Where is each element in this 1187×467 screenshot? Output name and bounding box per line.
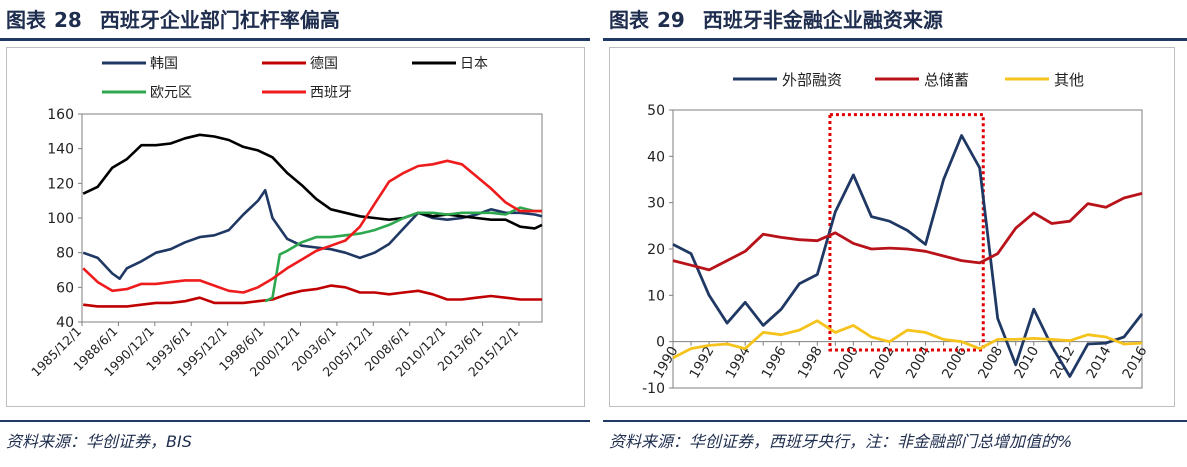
figure-28-title-prefix: 图表 [6,8,46,32]
chart2-legend-label-其他: 其他 [1054,71,1084,89]
figure-29-bottom-rule [603,420,1187,422]
figure-28-panel: 图表 28 西班牙企业部门杠杆率偏高 40 60 80 100 120 140 160 1985/… [0,0,590,467]
chart2-x-tick-label: 1990 [650,344,681,382]
chart2-x-tick-label: 1996 [759,344,790,382]
chart2-y-tick-label: 0 [656,335,665,351]
figure-28-number: 28 [54,8,82,32]
chart1-series-line-韩国 [82,189,543,280]
figure-28-bottom-rule [0,420,590,422]
chart2-series-line-总储蓄 [672,192,1143,272]
chart2-legend-label-总储蓄: 总储蓄 [924,71,969,89]
figure-28-source: 资料来源：华创证券，BIS [6,432,192,451]
chart2-legend-label-外部融资: 外部融资 [782,71,842,89]
chart2-x-tick-label: 1994 [723,344,754,382]
chart2-y-tick-label: 50 [647,103,665,119]
chart1-series-line-德国 [83,284,542,308]
chart2-y-tick-label: 30 [647,196,665,212]
chart2-highlight-box [828,113,985,352]
chart2-y-tick-label: 20 [647,242,665,258]
figure-29-title: 图表 29 西班牙非金融企业融资来源 [609,4,943,36]
chart1-series-line-西班牙 [82,159,542,294]
chart2-y-tick-label: -10 [642,381,665,397]
chart2-y-tick-label: 40 [647,149,665,165]
chart1-legend-label-德国: 德国 [310,56,338,72]
chart1-y-tick-label: 80 [56,246,74,262]
figure-29-chart-frame: -10 0 10 20 30 40 50 1990 1992 1994 1996 1998 2000 20… [609,47,1175,407]
figure-29-source: 资料来源：华创证券，西班牙央行，注：非金融部门总增加值的% [609,432,1073,451]
figure-29-top-rule [603,38,1187,41]
chart1-legend-label-日本: 日本 [460,56,488,72]
figure-29-panel: 图表 29 西班牙非金融企业融资来源 -10 0 10 20 30 40 50 1990 1992 1… [603,0,1187,467]
figure-28-chart-frame: 40 60 80 100 120 140 160 1985/12/1 1988/6/1 1990/… [6,47,585,407]
chart1-y-tick-label: 40 [56,315,74,331]
chart1-legend-label-欧元区: 欧元区 [150,85,192,101]
figure-28-chart: 4060801001201401601985/12/11988/6/11990/… [28,56,543,380]
figure-29-number: 29 [657,8,685,32]
chart1-legend-label-西班牙: 西班牙 [310,85,352,101]
chart2-series-line-其他 [672,319,1143,360]
figure-29-title-text: 西班牙非金融企业融资来源 [702,8,943,32]
chart1-y-tick-label: 60 [56,280,74,296]
chart2-series-line-外部融资 [672,134,1144,378]
figure-28-title-text: 西班牙企业部门杠杆率偏高 [99,8,340,32]
chart2-y-tick-label: 10 [647,288,665,304]
chart1-series-line-欧元区 [264,206,542,303]
chart1-y-tick-label: 120 [47,176,74,192]
figure-28-title: 图表 28 西班牙企业部门杠杆率偏高 [6,4,340,36]
figure-28-top-rule [0,38,590,41]
chart2-x-tick-label: 2014 [1083,344,1114,382]
chart1-x-tick-label: 1985/12/1 [28,324,84,380]
chart1-legend-label-韩国: 韩国 [150,56,178,72]
chart1-y-tick-label: 160 [47,107,74,123]
chart1-y-tick-label: 100 [47,211,74,227]
chart2-x-tick-label: 2016 [1119,344,1150,382]
chart2-x-tick-label: 1998 [795,344,826,382]
figure-29-title-prefix: 图表 [609,8,649,32]
chart1-y-tick-label: 140 [47,142,74,158]
chart1-series-line-日本 [82,133,543,230]
